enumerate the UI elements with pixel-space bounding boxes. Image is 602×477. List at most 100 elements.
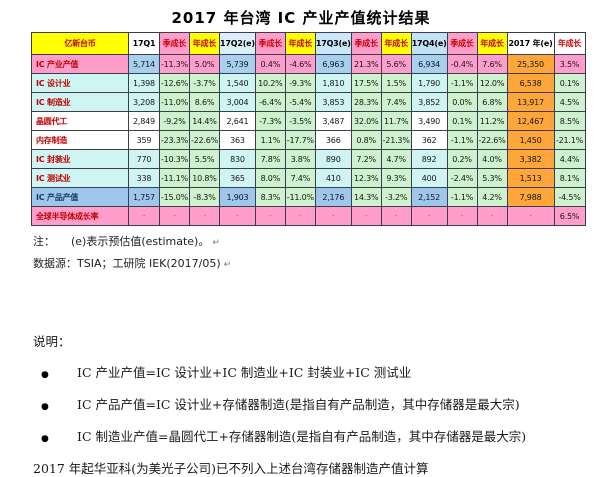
table-body: IC 产业产值 5,714 -11.3% 5.0% 5,739 0.4% -4.6% 6,96… <box>31 54 586 226</box>
table-cell: 890 <box>314 149 352 169</box>
table-cell: -1.1% <box>446 187 478 207</box>
table-cell: - <box>219 206 256 226</box>
table-cell: 0.1% <box>553 73 586 93</box>
table-header-row: 亿新台币 17Q1 季成长 年成长 17Q2(e) 季成长 年成长 17Q3(e) 季成长 年成长… <box>31 32 586 55</box>
table-cell: -12.6% <box>159 73 190 93</box>
table-cell: -7.3% <box>254 111 286 131</box>
table-cell: 400 <box>410 168 448 188</box>
table-cell: 6,963 <box>314 54 352 74</box>
bullet-icon: ● <box>41 402 49 412</box>
table-cell: - <box>159 206 190 226</box>
table-cell: 21.3% <box>350 54 382 74</box>
table-cell: 10.2% <box>254 73 286 93</box>
table-cell: -17.7% <box>284 130 316 150</box>
table-cell: - <box>350 206 382 226</box>
table-cell: -21.1% <box>553 130 586 150</box>
table-row: IC 封装业 770 -10.3% 5.5% 830 7.8% 3.8% 890 7.2% 4.7… <box>31 149 586 169</box>
row-label: IC 制造业 <box>31 92 129 112</box>
table-cell: -4.5% <box>553 187 586 207</box>
table-row: IC 设计业 1,398 -12.6% -3.7% 1,540 10.2% -9.3% 1,8… <box>31 73 586 93</box>
table-cell: -15.0% <box>159 187 190 207</box>
explain-bullet-item: ● IC 产品产值=IC 设计业+存储器制造(是指自有产品制造，其中存储器是最大… <box>33 394 602 413</box>
table-cell: 3,004 <box>219 92 256 112</box>
explain-bullet-list: ● IC 产业产值=IC 设计业+IC 制造业+IC 封装业+IC 测试业 ● … <box>33 362 602 445</box>
table-cell: 6.5% <box>553 206 586 226</box>
column-header: 季成长 <box>350 32 382 55</box>
table-cell: 5.6% <box>380 54 412 74</box>
explain-bullet-text: IC 制造业产值=晶圆代工+存储器制造(是指自有产品制造，其中存储器是最大宗) <box>77 429 527 444</box>
table-cell: -6.4% <box>254 92 286 112</box>
table-cell: 1,757 <box>128 187 160 207</box>
table-cell: 770 <box>128 149 160 169</box>
row-label: 晶圆代工 <box>31 111 129 131</box>
column-header: 2017 年(e) <box>506 32 555 55</box>
table-cell: - <box>476 206 508 226</box>
table-cell: - <box>410 206 448 226</box>
column-header: 年成长 <box>284 32 316 55</box>
column-header: 年成长 <box>553 32 586 55</box>
table-cell: -21.3% <box>380 130 412 150</box>
table-cell: 3,490 <box>410 111 448 131</box>
table-cell: 359 <box>128 130 160 150</box>
table-row: IC 产品产值 1,757 -15.0% -8.3% 1,903 8.3% -11.0% 2,… <box>31 187 586 207</box>
column-header: 年成长 <box>189 32 220 55</box>
table-cell: 7.2% <box>350 149 382 169</box>
table-cell: 365 <box>219 168 256 188</box>
note-text: (e)表示预估值(estimate)。 <box>71 235 210 248</box>
table-cell: -1.1% <box>446 73 478 93</box>
table-cell: -3.5% <box>284 111 316 131</box>
table-row: 全球半导体成长率 - - - - - - - - - - - - -6.5% <box>31 206 586 226</box>
column-header: 年成长 <box>380 32 412 55</box>
table-cell: 8.3% <box>254 187 286 207</box>
table-cell: 3.5% <box>553 54 586 74</box>
table-cell: 0.2% <box>446 149 478 169</box>
table-cell: 1.5% <box>380 73 412 93</box>
table-cell: -2.4% <box>446 168 478 188</box>
table-cell: 32.0% <box>350 111 382 131</box>
column-header: 17Q3(e) <box>314 32 352 55</box>
table-cell: - <box>506 206 555 226</box>
table-cell: -9.3% <box>284 73 316 93</box>
table-cell: 7.6% <box>476 54 508 74</box>
explain-bullet-text: IC 产业产值=IC 设计业+IC 制造业+IC 封装业+IC 测试业 <box>77 365 412 380</box>
table-cell: - <box>380 206 412 226</box>
table-cell: 2,176 <box>314 187 352 207</box>
table-cell: 4.4% <box>553 149 586 169</box>
table-cell: 338 <box>128 168 160 188</box>
table-cell: 14.3% <box>350 187 382 207</box>
table-cell: 7.4% <box>284 168 316 188</box>
column-header: 季成长 <box>159 32 190 55</box>
note-label: 注： <box>33 235 55 248</box>
source-note-line: 数据源：TSIA；工研院 IEK(2017/05) ↵ <box>33 255 602 271</box>
table-row: IC 产业产值 5,714 -11.3% 5.0% 5,739 0.4% -4.6% 6,96… <box>31 54 586 74</box>
ic-output-stats-table: 亿新台币 17Q1 季成长 年成长 17Q2(e) 季成长 年成长 17Q3(e) 季成长 年成长… <box>31 32 586 226</box>
table-cell: -0.4% <box>446 54 478 74</box>
table-cell: 5.0% <box>189 54 220 74</box>
explain-bullet-item: ● IC 产业产值=IC 设计业+IC 制造业+IC 封装业+IC 测试业 <box>33 362 602 381</box>
table-cell: 3,853 <box>314 92 352 112</box>
table-cell: -22.6% <box>476 130 508 150</box>
row-label: IC 测试业 <box>31 168 129 188</box>
table-cell: 6.8% <box>476 92 508 112</box>
table-cell: 5.5% <box>189 149 220 169</box>
table-cell: 892 <box>410 149 448 169</box>
table-cell: -8.3% <box>189 187 220 207</box>
row-label: IC 设计业 <box>31 73 129 93</box>
return-mark-icon: ↵ <box>223 260 232 270</box>
table-cell: 3,382 <box>506 149 555 169</box>
table-cell: 410 <box>314 168 352 188</box>
table-cell: -3.7% <box>189 73 220 93</box>
table-cell: 5,739 <box>219 54 256 74</box>
explain-heading: 说明： <box>33 334 71 349</box>
table-cell: 5,714 <box>128 54 160 74</box>
table-cell: -4.6% <box>284 54 316 74</box>
table-cell: -5.4% <box>284 92 316 112</box>
column-header: 季成长 <box>254 32 286 55</box>
page-title: 2017 年台湾 IC 产业产值统计结果 <box>171 9 431 27</box>
table-cell: 25,350 <box>506 54 555 74</box>
table-cell: 0.8% <box>350 130 382 150</box>
table-cell: 3.8% <box>284 149 316 169</box>
table-cell: 2,641 <box>219 111 256 131</box>
table-cell: 4.5% <box>553 92 586 112</box>
table-cell: -22.6% <box>189 130 220 150</box>
